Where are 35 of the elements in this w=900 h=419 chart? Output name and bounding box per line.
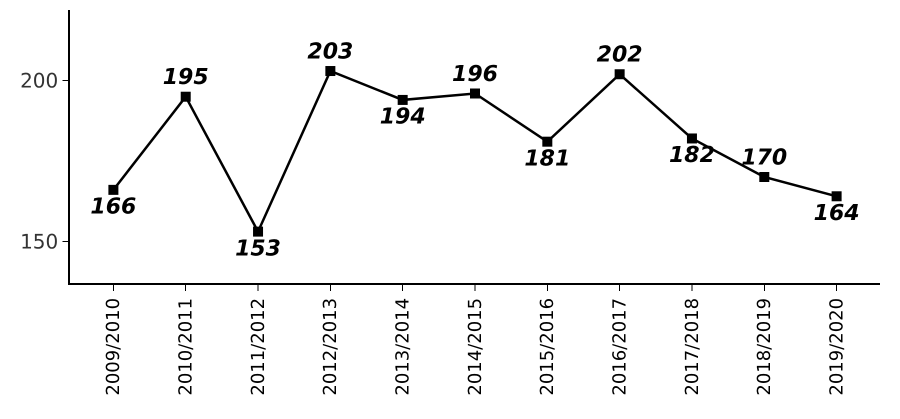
point <box>832 191 842 202</box>
x-tick-label: 2009/2010 <box>103 298 124 396</box>
x-tick-label: 2014/2015 <box>464 298 486 396</box>
data-label: 196 <box>452 62 498 87</box>
x-tick-label: 2011/2012 <box>248 298 269 396</box>
x-tick-label: 2013/2014 <box>392 298 414 396</box>
y-tick-label: 150 <box>20 229 58 254</box>
data-label: 202 <box>596 42 643 68</box>
data-label: 203 <box>307 39 354 64</box>
data-label: 195 <box>162 64 209 90</box>
point <box>470 88 480 99</box>
point <box>108 184 118 195</box>
x-tick-label: 2018/2019 <box>754 298 776 396</box>
x-tick-label: 2017/2018 <box>682 298 703 396</box>
x-tick-label: 2016/2017 <box>609 298 630 396</box>
point <box>253 226 264 237</box>
data-label: 166 <box>90 194 136 220</box>
y-tick-label: 200 <box>20 68 58 93</box>
data-label: 164 <box>814 201 860 226</box>
point <box>325 66 336 76</box>
point <box>614 69 625 80</box>
point <box>180 92 191 102</box>
point <box>686 133 697 144</box>
data-label: 170 <box>741 145 788 170</box>
x-tick-label: 2010/2011 <box>176 298 197 396</box>
point <box>542 136 552 147</box>
x-tick-label: 2012/2013 <box>320 298 342 396</box>
x-tick-label: 2019/2020 <box>826 298 848 396</box>
point <box>398 94 408 105</box>
data-label: 153 <box>235 236 282 262</box>
data-label: 194 <box>380 104 426 130</box>
point <box>759 172 770 182</box>
data-label: 182 <box>668 143 715 168</box>
x-tick-label: 2015/2016 <box>537 298 558 396</box>
data-label: 181 <box>524 146 570 172</box>
